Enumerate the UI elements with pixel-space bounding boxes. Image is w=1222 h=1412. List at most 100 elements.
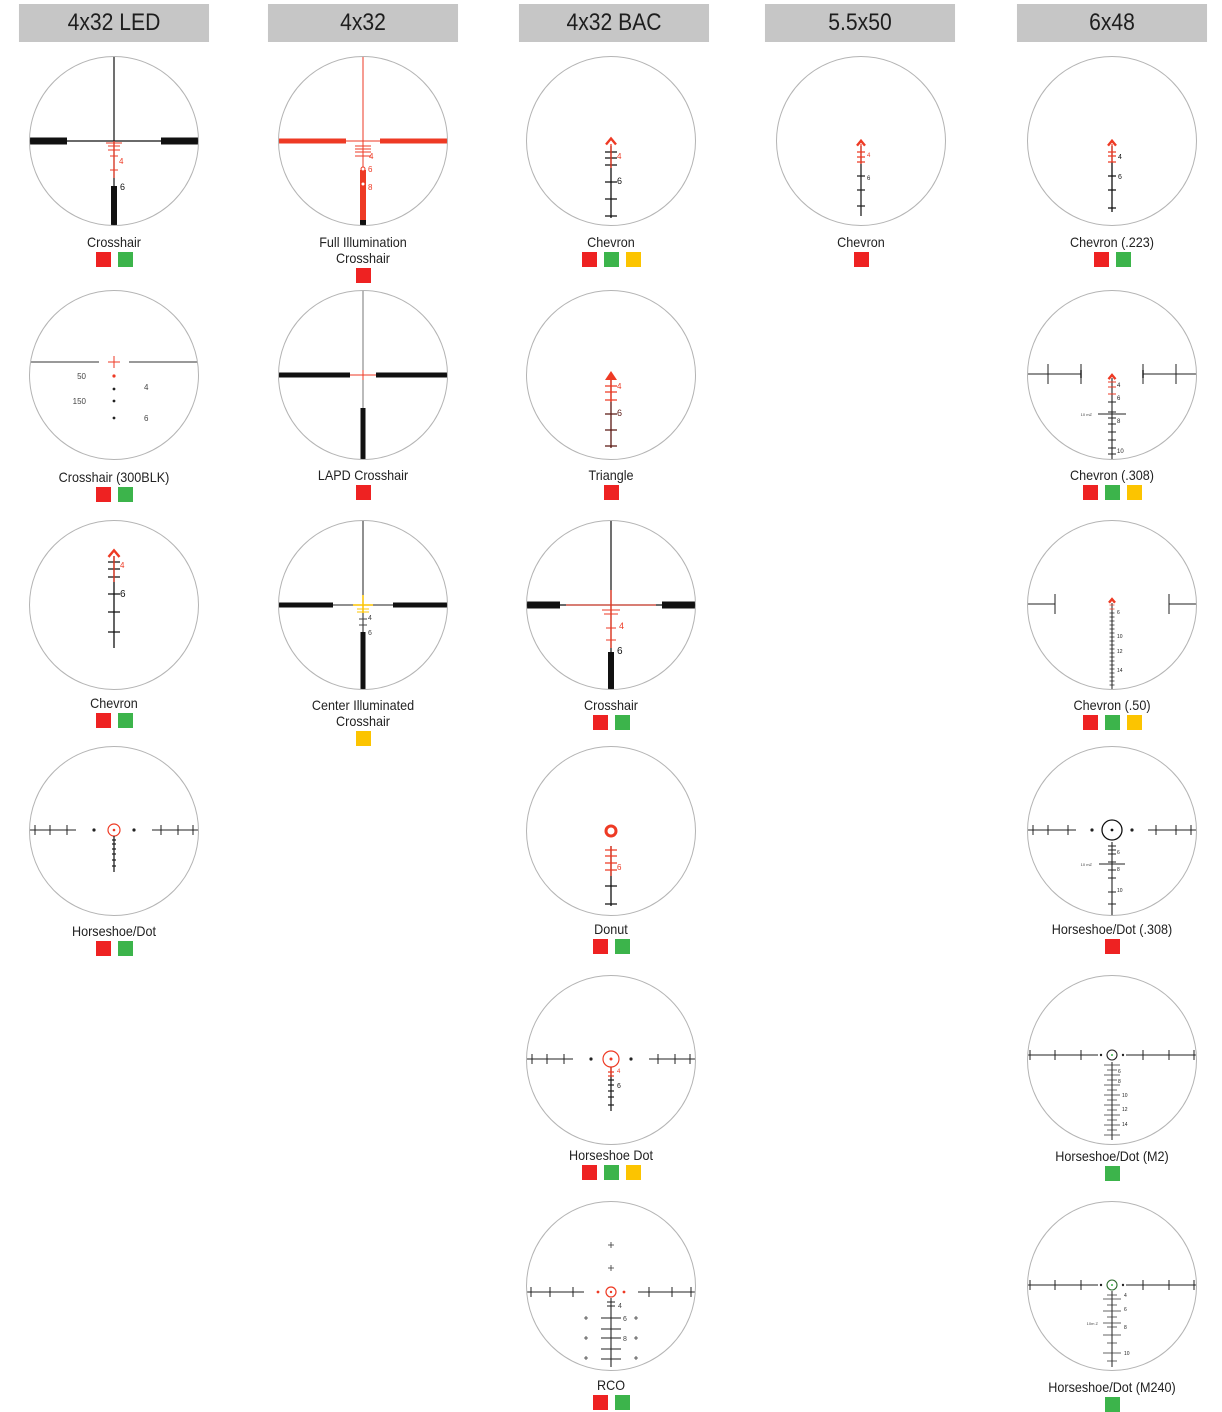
zero-label: 10 mZ <box>1081 412 1093 417</box>
bdc-label: 6 <box>1117 850 1120 856</box>
reticle-name: Triangle <box>512 467 710 483</box>
bdc-label: 14 <box>1122 1122 1128 1128</box>
holdover-dot <box>1121 1283 1125 1287</box>
holdover-dot <box>629 1057 633 1061</box>
illumination-colors <box>1072 1166 1152 1181</box>
center-dot <box>1110 828 1114 832</box>
reticle-name-line: Horseshoe/Dot (M2) <box>1055 1148 1169 1164</box>
reticle-name: Full Illumination Crosshair <box>264 234 462 266</box>
holdover-dot <box>112 387 116 391</box>
column-header: 5.5x50 <box>764 4 956 42</box>
bdc-label: 4 <box>1124 1293 1127 1299</box>
yellow-illumination-swatch <box>355 731 371 746</box>
bdc-label: 6 <box>368 630 372 637</box>
horseshoe-dot-m2-reticle-icon: 6 8 10 12 14 <box>1027 975 1197 1145</box>
illumination-colors <box>571 1165 651 1180</box>
chevron-50-reticle-icon: 6 10 12 14 <box>1027 520 1197 690</box>
column-header: 6x48 <box>1016 4 1208 42</box>
illumination-colors <box>74 941 154 956</box>
reticle-name: RCO <box>512 1377 710 1393</box>
bdc-label: 6 <box>867 176 871 182</box>
holdover-dot <box>596 1290 600 1294</box>
reticle-name: Chevron (.308) <box>1013 467 1211 483</box>
bdc-label: 4 <box>368 615 372 622</box>
red-illumination-swatch <box>1082 485 1098 500</box>
bdc-label: 4 <box>120 561 125 570</box>
thick-post-right <box>376 372 448 378</box>
scope-ring <box>29 520 199 690</box>
illuminated-post-right <box>380 138 448 144</box>
red-illumination-swatch <box>592 715 608 730</box>
thick-post-right <box>161 137 199 145</box>
bdc-label: 6 <box>144 414 149 423</box>
scope-ring <box>526 746 696 916</box>
illumination-colors <box>571 252 651 267</box>
illumination-colors <box>1072 715 1152 730</box>
green-illumination-swatch <box>117 487 133 502</box>
chevron-mark <box>605 136 617 146</box>
chevron-308-reticle-icon: 10 mZ 4 6 8 10 <box>1027 290 1197 460</box>
reticle-name-line: Donut <box>594 921 628 937</box>
bdc-label: 8 <box>368 183 373 192</box>
bdc-label: 6 <box>1118 1069 1121 1075</box>
red-illumination-swatch <box>95 487 111 502</box>
bdc-label: 6 <box>617 863 622 872</box>
reticle-name: Crosshair <box>512 697 710 713</box>
bdc-label: 12 <box>1122 1107 1128 1113</box>
green-illumination-swatch <box>603 1165 619 1180</box>
reticle-name-line: Chevron (.223) <box>1069 234 1155 250</box>
column-header: 4x32 <box>267 4 459 42</box>
thick-post-bottom <box>360 632 366 690</box>
red-illumination-swatch <box>95 713 111 728</box>
green-illumination-swatch <box>614 1395 630 1410</box>
red-illumination-swatch <box>581 252 597 267</box>
scope-ring <box>278 290 448 460</box>
reticle-name: Horseshoe/Dot (.308) <box>1013 921 1211 937</box>
center-dot <box>1111 1284 1113 1286</box>
illumination-colors <box>74 487 154 502</box>
thick-post-bottom <box>111 186 117 226</box>
illumination-colors <box>1072 252 1152 267</box>
zero-label: 10 mZ <box>1081 862 1093 867</box>
bdc-label: 6 <box>368 165 373 174</box>
scope-ring <box>29 746 199 916</box>
reticle-name: Horseshoe/Dot <box>15 923 213 939</box>
scope-ring <box>1027 975 1197 1145</box>
red-illumination-swatch <box>95 252 111 267</box>
bdc-label: 6 <box>1117 610 1120 616</box>
red-illumination-swatch <box>355 485 371 500</box>
holdover-dot <box>92 828 96 832</box>
column-header: 4x32 BAC <box>518 4 710 42</box>
horseshoe-ring <box>605 1286 617 1298</box>
bdc-label: 4 <box>1118 154 1122 161</box>
red-illumination-swatch <box>95 941 111 956</box>
scope-ring <box>1027 1201 1197 1371</box>
reticle-name: Donut <box>512 921 710 937</box>
green-illumination-swatch <box>117 713 133 728</box>
scope-ring <box>526 975 696 1145</box>
horseshoe-ring <box>1106 1279 1118 1291</box>
holdover-dot <box>1130 828 1134 832</box>
holdover-dot <box>1121 1053 1125 1057</box>
reticle-name: LAPD Crosshair <box>264 467 462 483</box>
scope-ring <box>278 520 448 690</box>
center-dot <box>1111 1054 1113 1056</box>
illumination-colors <box>323 485 403 500</box>
green-illumination-swatch <box>1104 1397 1120 1412</box>
red-illumination-swatch <box>592 1395 608 1410</box>
reticle-name: Horseshoe/Dot (M2) <box>1013 1148 1211 1164</box>
bdc-label: 12 <box>1117 649 1123 655</box>
bdc-label: 6 <box>617 408 622 418</box>
bdc-label: 6 <box>1118 174 1122 181</box>
holdover-dot <box>112 416 116 420</box>
reticle-name-line: Chevron <box>837 234 885 250</box>
horseshoe-ring <box>1106 1049 1118 1061</box>
bdc-label: 6 <box>617 646 623 657</box>
chevron-mark <box>107 548 121 558</box>
green-illumination-swatch <box>1104 485 1120 500</box>
triangle-mark <box>605 371 617 380</box>
